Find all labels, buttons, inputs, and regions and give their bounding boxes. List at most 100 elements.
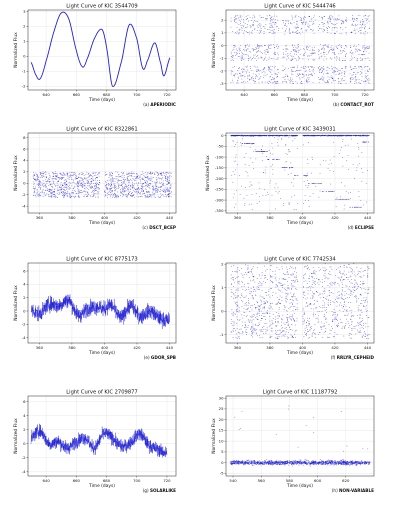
x-tick-label: 360 — [234, 345, 242, 350]
scatter-points — [32, 171, 172, 198]
x-tick-label: 540 — [229, 478, 237, 483]
x-tick-label: 420 — [331, 215, 339, 220]
x-tick-label: 680 — [103, 92, 111, 97]
scatter-points — [230, 263, 370, 339]
y-tick-label: 0 — [221, 460, 224, 465]
y-tick-label: -100 — [215, 154, 224, 159]
panel-caption: (d) ECLIPSE — [348, 225, 375, 230]
caption-letter: (a) — [143, 102, 149, 107]
y-tick-label: 0 — [23, 308, 26, 313]
chart-title: Light Curve of KIC 8775173 — [66, 257, 138, 263]
x-tick-label: 640 — [240, 92, 248, 97]
y-tick-label: 8 — [23, 135, 26, 140]
caption-class: DSCT_BCEP — [149, 225, 176, 230]
y-tick-label: -300 — [215, 197, 224, 202]
y-tick-label: -4 — [22, 469, 26, 474]
y-tick-label: -2 — [22, 84, 26, 89]
y-tick-label: 0 — [221, 309, 224, 314]
x-tick-label: 360 — [36, 345, 44, 350]
series-line — [30, 423, 168, 458]
x-tick-label: 580 — [286, 478, 294, 483]
y-axis-label: Normalized Flux — [211, 32, 217, 68]
x-tick-label: 380 — [68, 215, 76, 220]
x-tick-label: 380 — [68, 345, 76, 350]
y-tick-label: -350 — [215, 208, 224, 213]
chart-title: Light Curve of KIC 5444746 — [264, 4, 336, 10]
y-tick-label: 2 — [23, 295, 26, 300]
x-tick-label: 560 — [258, 478, 266, 483]
chart-panel: Light Curve of KIC 5444746 640 660 680 700 72… — [211, 4, 375, 107]
plot-frame — [225, 395, 375, 477]
y-axis-label: Normalized Flux — [13, 32, 19, 68]
plot-frame — [225, 262, 375, 344]
y-tick-label: 4 — [23, 413, 26, 418]
y-axis-label: Normalized Flux — [211, 418, 217, 454]
y-axis-label: Normalized Flux — [13, 285, 19, 321]
plot-frame — [27, 395, 177, 477]
x-tick-label: 380 — [266, 345, 274, 350]
y-tick-label: -50 — [217, 144, 224, 149]
y-tick-label: 2 — [23, 169, 26, 174]
chart-panel: Light Curve of KIC 3439031 360 380 400 420 44… — [205, 127, 375, 230]
series-marks — [230, 134, 370, 210]
chart-title: Light Curve of KIC 3544709 — [66, 4, 138, 10]
x-tick-label: 440 — [166, 215, 174, 220]
x-axis-label: Time (days) — [88, 483, 115, 489]
chart-title: Light Curve of KIC 3439031 — [264, 127, 336, 133]
y-tick-label: -2 — [22, 322, 26, 327]
plot-frame — [225, 132, 375, 214]
series-line — [31, 294, 170, 329]
x-tick-label: 720 — [361, 92, 369, 97]
scatter-points — [230, 14, 371, 84]
chart-panel: Light Curve of KIC 3544709 640 660 680 700 72… — [13, 4, 177, 107]
x-tick-label: 360 — [36, 215, 44, 220]
y-axis-label: Normalized Flux — [205, 155, 211, 191]
series-marks — [30, 11, 171, 87]
panel-caption: (h) NON-VARIABLE — [332, 488, 374, 493]
y-tick-label: 0 — [23, 181, 26, 186]
x-tick-label: 620 — [342, 478, 350, 483]
panel-caption: (f) RRLYR_CEPHEID — [331, 355, 375, 360]
x-tick-label: 420 — [133, 345, 141, 350]
x-tick-label: 360 — [234, 215, 242, 220]
y-tick-label: 4 — [23, 158, 26, 163]
y-tick-label: 10 — [219, 438, 224, 443]
y-tick-label: -2 — [220, 68, 224, 73]
series-marks — [230, 263, 370, 339]
chart-title: Light Curve of KIC 8322861 — [66, 127, 138, 133]
y-tick-label: -1 — [220, 332, 224, 337]
x-tick-label: 700 — [133, 92, 141, 97]
caption-letter: (f) — [331, 355, 336, 360]
caption-class: GDOR_SPB — [151, 355, 176, 360]
y-tick-label: -1 — [22, 69, 26, 74]
caption-letter: (g) — [143, 488, 149, 493]
y-tick-label: -250 — [215, 187, 224, 192]
y-tick-label: 2 — [23, 427, 26, 432]
y-tick-label: 1 — [221, 30, 224, 35]
plot-frame — [27, 262, 177, 344]
panel-caption: (b) CONTACT_ROT — [333, 102, 374, 107]
y-tick-label: -2 — [22, 455, 26, 460]
y-tick-label: -1 — [220, 56, 224, 61]
y-tick-label: -200 — [215, 176, 224, 181]
x-tick-label: 660 — [271, 92, 279, 97]
x-tick-label: 640 — [42, 478, 50, 483]
x-tick-label: 680 — [301, 92, 309, 97]
x-tick-label: 600 — [314, 478, 322, 483]
y-tick-label: 2 — [23, 24, 26, 29]
x-tick-label: 660 — [73, 478, 81, 483]
x-tick-label: 420 — [331, 345, 339, 350]
caption-class: CONTACT_ROT — [340, 102, 374, 107]
plot-frame — [27, 9, 177, 91]
chart-title: Light Curve of KIC 7742534 — [264, 257, 336, 263]
y-tick-label: 20 — [219, 417, 224, 422]
panel-caption: (g) SOLARLIKE — [143, 488, 176, 493]
plot-frame — [225, 9, 375, 91]
y-tick-label: 6 — [23, 146, 26, 151]
y-axis-label: Normalized Flux — [13, 418, 19, 454]
chart-title: Light Curve of KIC 2709877 — [66, 390, 138, 396]
